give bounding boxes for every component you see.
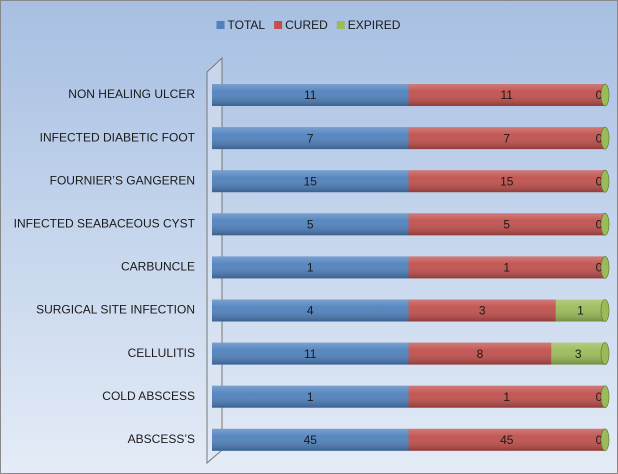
bar-shine — [408, 84, 605, 106]
data-label: 0 — [596, 131, 603, 145]
data-label: 5 — [503, 217, 510, 231]
bar-shine — [212, 170, 409, 193]
bar-shine — [408, 170, 605, 193]
data-label: 11 — [304, 347, 317, 361]
bar-cap — [600, 126, 610, 150]
bar-shine — [212, 127, 409, 150]
bar-cap — [600, 256, 610, 279]
bar-shine — [408, 342, 552, 365]
data-label: 1 — [503, 261, 510, 275]
data-label: 0 — [596, 261, 603, 275]
bar-shine — [212, 342, 409, 365]
data-label: 1 — [503, 390, 510, 404]
legend-label: CURED — [285, 18, 328, 32]
data-label: 1 — [577, 304, 584, 318]
bar-shine — [408, 256, 605, 279]
data-label: 15 — [500, 174, 514, 188]
bar-shine — [212, 213, 409, 236]
bar-shine — [408, 385, 605, 408]
data-label: 0 — [596, 174, 603, 188]
bar-cap — [600, 342, 610, 365]
data-label: 4 — [307, 304, 314, 318]
data-label: 5 — [307, 217, 314, 231]
data-label: 3 — [575, 347, 582, 361]
data-label: 15 — [304, 174, 318, 188]
legend-swatch — [216, 21, 225, 29]
bar-cap — [600, 385, 610, 409]
legend-swatch — [336, 21, 345, 29]
data-label: 8 — [477, 347, 484, 361]
data-label: 0 — [596, 390, 603, 404]
data-label: 7 — [307, 131, 314, 145]
data-label: 0 — [596, 88, 603, 102]
data-label: 11 — [501, 88, 514, 102]
data-label: 45 — [304, 433, 318, 447]
bar-cap — [600, 83, 610, 107]
bar-shine — [212, 256, 409, 279]
bar-shine — [555, 299, 605, 322]
bar-cap — [600, 299, 610, 322]
bar-shine — [408, 213, 605, 236]
legend-swatch — [274, 21, 283, 29]
data-label: 3 — [479, 304, 486, 318]
category-label: CELLULITIS — [128, 346, 195, 360]
category-label: CARBUNCLE — [121, 260, 195, 274]
bar-shine — [551, 342, 605, 365]
category-label: NON HEALING ULCER — [68, 87, 195, 101]
bar-shine — [212, 385, 409, 408]
legend-label: TOTAL — [228, 18, 266, 32]
bar-shine — [212, 428, 409, 451]
bar-cap — [600, 428, 610, 452]
data-label: 0 — [596, 433, 603, 447]
category-label: SURGICAL SITE INFECTION — [36, 303, 195, 317]
data-label: 7 — [503, 131, 510, 145]
category-label: FOURNIER’S GANGEREN — [50, 173, 195, 187]
data-label: 11 — [304, 88, 317, 102]
category-label: ABSCESS’S — [128, 432, 195, 446]
data-label: 0 — [596, 217, 603, 231]
bar-cap — [600, 169, 610, 193]
category-label: COLD ABSCESS — [102, 389, 195, 403]
category-label: INFECTED DIABETIC FOOT — [40, 130, 196, 144]
data-label: 1 — [307, 390, 314, 404]
bar-cap — [600, 213, 610, 236]
bar-shine — [408, 299, 556, 322]
bar-shine — [408, 127, 605, 150]
bar-shine — [212, 84, 409, 106]
bar-shine — [408, 428, 605, 451]
category-label: INFECTED SEABACEOUS CYST — [14, 216, 196, 230]
legend-label: EXPIRED — [348, 18, 401, 32]
data-label: 1 — [307, 261, 314, 275]
data-label: 45 — [500, 433, 514, 447]
bar-shine — [212, 299, 409, 322]
